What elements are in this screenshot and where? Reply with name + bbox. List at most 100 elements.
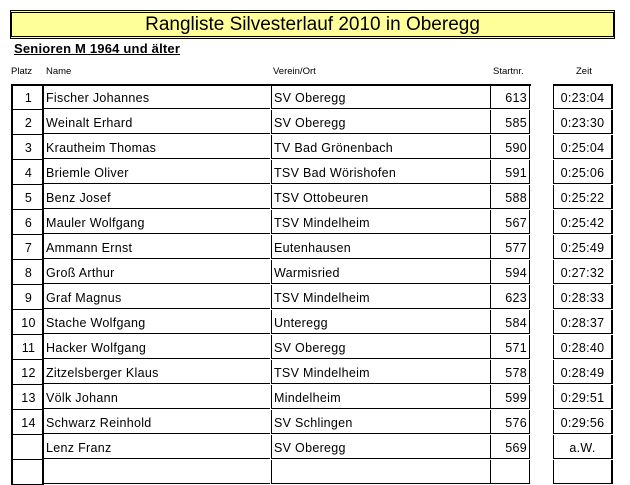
cell-platz: 6	[11, 210, 44, 235]
cell-zeit: 0:25:22	[553, 185, 613, 209]
table-row: 3 Krautheim Thomas TV Bad Grönenbach 590 0:2…	[0, 135, 630, 160]
table-row: 5 Benz Josef TSV Ottobeuren 588 0:25:22	[0, 185, 630, 210]
cell-name	[42, 460, 270, 484]
cell-startnr: 591	[490, 160, 530, 184]
table-row: 13 Völk Johann Mindelheim 599 0:29:51	[0, 385, 630, 410]
table-row: 11 Hacker Wolfgang SV Oberegg 571 0:28:40	[0, 335, 630, 360]
cell-zeit: 0:23:04	[553, 85, 613, 109]
cell-platz: 13	[11, 385, 44, 410]
cell-platz: 8	[11, 260, 44, 285]
cell-platz: 5	[11, 185, 44, 210]
cell-startnr: 569	[490, 435, 530, 459]
cell-zeit: 0:25:06	[553, 160, 613, 184]
cell-verein: TSV Bad Wörishofen	[271, 160, 490, 184]
cell-startnr: 571	[490, 335, 530, 359]
table-row: 7 Ammann Ernst Eutenhausen 577 0:25:49	[0, 235, 630, 260]
table-row: 6 Mauler Wolfgang TSV Mindelheim 567 0:25:42	[0, 210, 630, 235]
cell-verein: Mindelheim	[271, 385, 490, 409]
cell-name: Mauler Wolfgang	[42, 210, 270, 234]
cell-name: Fischer Johannes	[42, 85, 270, 109]
cell-name: Weinalt Erhard	[42, 110, 270, 134]
table-row	[0, 460, 630, 485]
cell-startnr: 577	[490, 235, 530, 259]
cell-platz: 11	[11, 335, 44, 360]
cell-startnr: 585	[490, 110, 530, 134]
cell-verein: TSV Mindelheim	[271, 360, 490, 384]
cell-verein: SV Schlingen	[271, 410, 490, 434]
cell-verein	[271, 460, 490, 484]
cell-platz: 2	[11, 110, 44, 135]
cell-zeit: 0:28:33	[553, 285, 613, 309]
cell-name: Benz Josef	[42, 185, 270, 209]
cell-name: Lenz Franz	[42, 435, 270, 459]
cell-platz: 4	[11, 160, 44, 185]
cell-platz: 12	[11, 360, 44, 385]
table-top-border-zeit	[553, 84, 613, 86]
cell-verein: SV Oberegg	[271, 335, 490, 359]
cell-name: Schwarz Reinhold	[42, 410, 270, 434]
table-row: 4 Briemle Oliver TSV Bad Wörishofen 591 0:25…	[0, 160, 630, 185]
cell-verein: TSV Mindelheim	[271, 285, 490, 309]
cell-name: Stache Wolfgang	[42, 310, 270, 334]
cell-zeit	[553, 460, 613, 484]
cell-verein: SV Oberegg	[271, 85, 490, 109]
cell-platz	[11, 435, 44, 460]
table-row: 10 Stache Wolfgang Unteregg 584 0:28:37	[0, 310, 630, 335]
cell-platz: 10	[11, 310, 44, 335]
cell-startnr: 584	[490, 310, 530, 334]
cell-zeit: 0:29:56	[553, 410, 613, 434]
cell-name: Groß Arthur	[42, 260, 270, 284]
cell-name: Völk Johann	[42, 385, 270, 409]
cell-name: Graf Magnus	[42, 285, 270, 309]
cell-zeit: 0:23:30	[553, 110, 613, 134]
cell-startnr: 623	[490, 285, 530, 309]
cell-startnr: 567	[490, 210, 530, 234]
cell-verein: TSV Mindelheim	[271, 210, 490, 234]
cell-verein: TV Bad Grönenbach	[271, 135, 490, 159]
header-verein: Verein/Ort	[273, 66, 316, 77]
cell-name: Krautheim Thomas	[42, 135, 270, 159]
cell-zeit: 0:29:51	[553, 385, 613, 409]
table-row: 9 Graf Magnus TSV Mindelheim 623 0:28:33	[0, 285, 630, 310]
table-row: 8 Groß Arthur Warmisried 594 0:27:32	[0, 260, 630, 285]
table-row: 14 Schwarz Reinhold SV Schlingen 576 0:29:56	[0, 410, 630, 435]
cell-startnr	[490, 460, 530, 484]
header-startnr: Startnr.	[493, 66, 524, 77]
cell-verein: Warmisried	[271, 260, 490, 284]
cell-zeit: 0:25:42	[553, 210, 613, 234]
table-row: 12 Zitzelsberger Klaus TSV Mindelheim 578 0:…	[0, 360, 630, 385]
cell-platz	[11, 460, 44, 485]
cell-platz: 9	[11, 285, 44, 310]
header-name: Name	[46, 66, 72, 77]
cell-zeit: a.W.	[553, 435, 613, 459]
header-platz: Platz	[11, 66, 33, 77]
cell-startnr: 578	[490, 360, 530, 384]
cell-verein: Unteregg	[271, 310, 490, 334]
header-zeit: Zeit	[576, 66, 592, 77]
cell-verein: SV Oberegg	[271, 435, 490, 459]
cell-platz: 14	[11, 410, 44, 435]
table-row: 2 Weinalt Erhard SV Oberegg 585 0:23:30	[0, 110, 630, 135]
cell-zeit: 0:28:40	[553, 335, 613, 359]
cell-startnr: 588	[490, 185, 530, 209]
cell-zeit: 0:27:32	[553, 260, 613, 284]
page-title: Rangliste Silvesterlauf 2010 in Oberegg	[10, 10, 615, 39]
cell-platz: 1	[11, 85, 44, 110]
cell-zeit: 0:25:04	[553, 135, 613, 159]
cell-name: Hacker Wolfgang	[42, 335, 270, 359]
category-heading: Senioren M 1964 und älter	[14, 41, 181, 56]
cell-startnr: 576	[490, 410, 530, 434]
cell-platz: 3	[11, 135, 44, 160]
cell-verein: SV Oberegg	[271, 110, 490, 134]
cell-verein: TSV Ottobeuren	[271, 185, 490, 209]
table-row: 1 Fischer Johannes SV Oberegg 613 0:23:04	[0, 85, 630, 110]
table-row: Lenz Franz SV Oberegg 569 a.W.	[0, 435, 630, 460]
cell-startnr: 599	[490, 385, 530, 409]
cell-name: Ammann Ernst	[42, 235, 270, 259]
cell-verein: Eutenhausen	[271, 235, 490, 259]
cell-zeit: 0:28:37	[553, 310, 613, 334]
cell-zeit: 0:25:49	[553, 235, 613, 259]
cell-platz: 7	[11, 235, 44, 260]
cell-startnr: 594	[490, 260, 530, 284]
cell-name: Briemle Oliver	[42, 160, 270, 184]
